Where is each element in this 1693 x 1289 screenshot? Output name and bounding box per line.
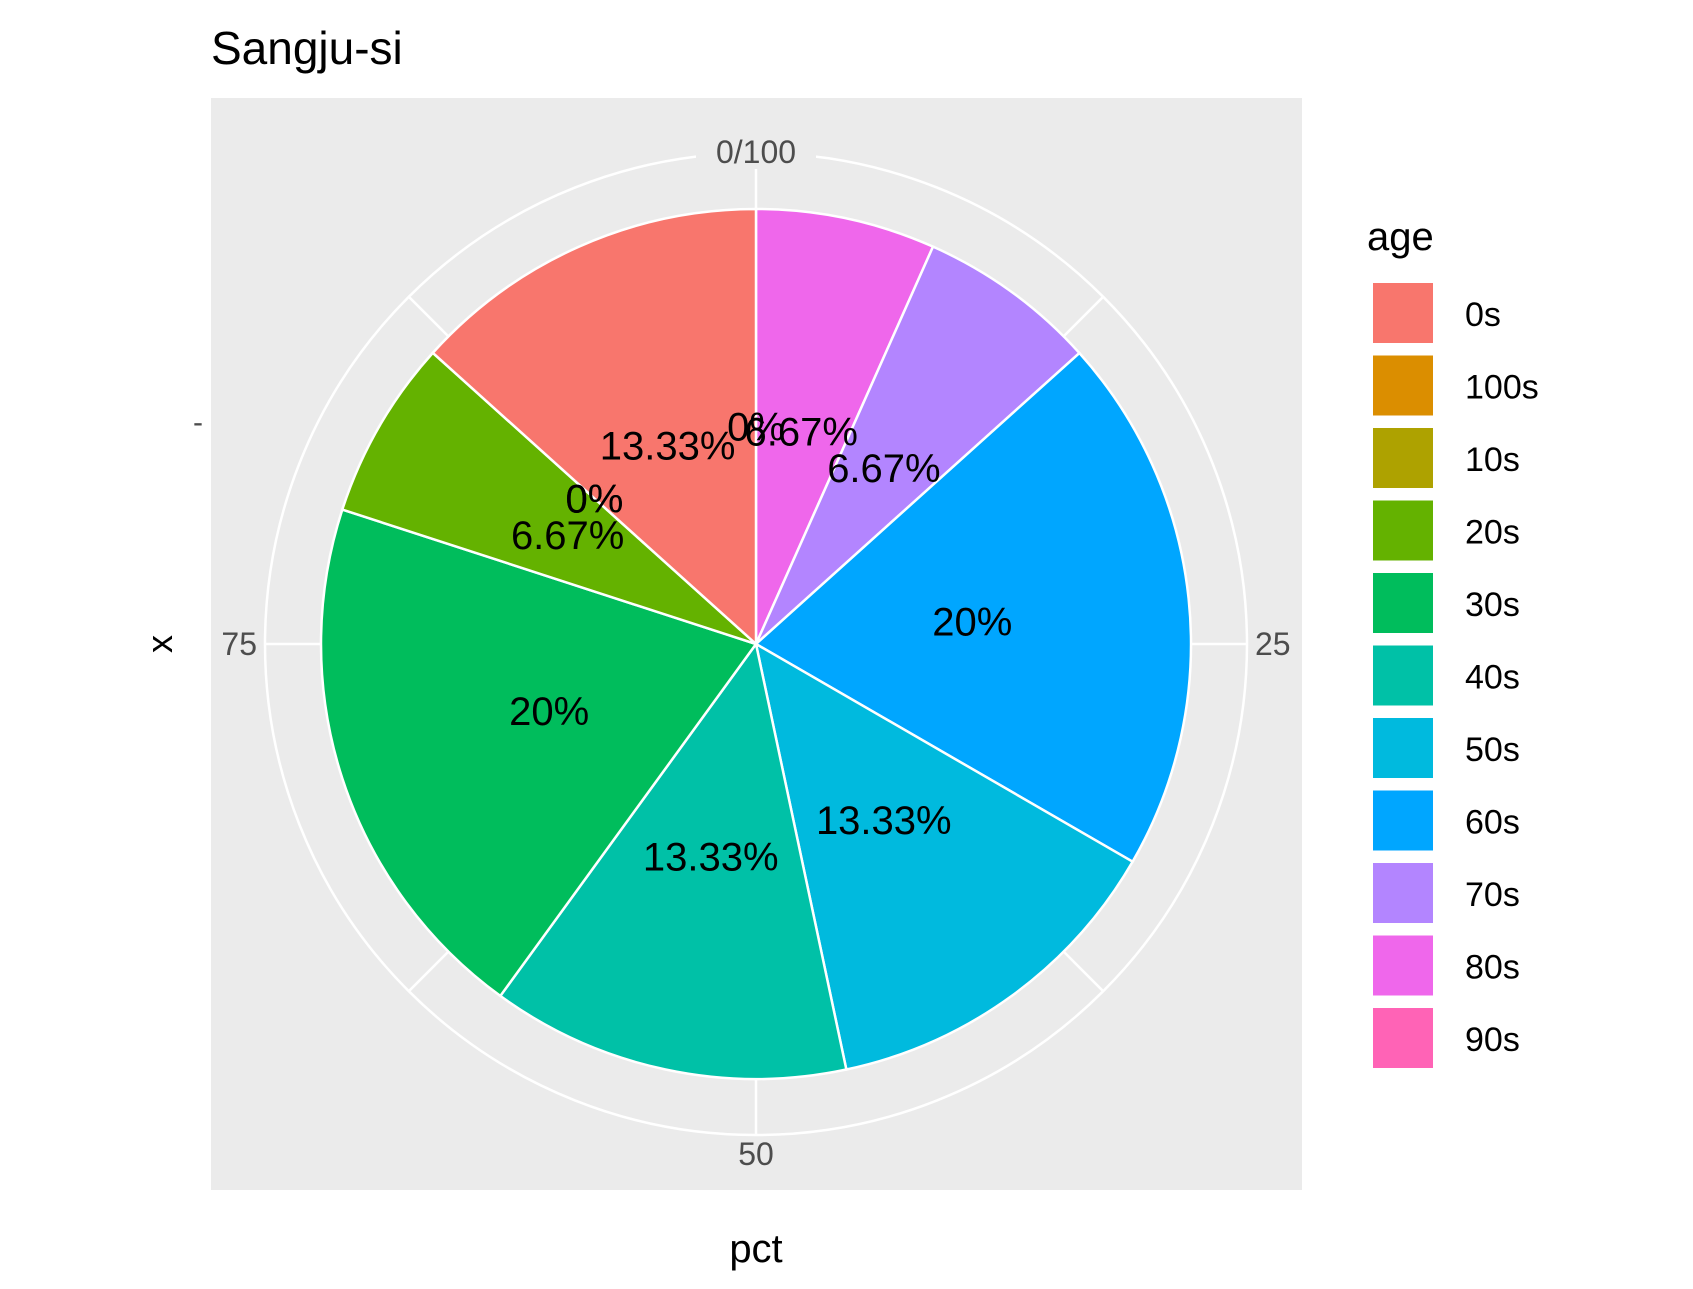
slice-50s [754,641,1135,1071]
legend-key-0s [1371,281,1435,345]
slice-label-100s: 0% [565,477,623,521]
slice-70s [754,244,1082,645]
slice-60s [753,351,1193,864]
slice-20s [340,351,757,646]
legend-key-50s [1371,716,1435,780]
slice-label-10s: 0% [565,477,623,521]
slice-label-90s: 0% [727,406,785,450]
legend-label-80s: 80s [1465,949,1520,987]
slice-label-0s: 13.33% [600,424,736,468]
legend: age 0s 100s 10s 20s 30s 40s 50s 60s 70s 80s 90s [1367,215,1539,1070]
legend-label-90s: 90s [1465,1021,1520,1059]
slice-30s [319,508,759,998]
legend-key-100s [1371,353,1435,418]
angle-tick-label: 50 [738,1136,774,1172]
legend-label-60s: 60s [1465,804,1520,842]
y-axis-tick-label: - [193,406,203,439]
legend-label-50s: 50s [1465,731,1520,769]
tick-label-backdrop [696,133,816,169]
slice-0s [431,207,758,647]
slices [319,207,1193,1081]
y-axis-label: x [139,635,180,653]
slice-label-80s: 6.67% [745,410,858,454]
legend-label-40s: 40s [1465,659,1520,697]
x-axis-label: pct [729,1227,782,1271]
angle-tick-label: 25 [1255,626,1291,662]
legend-key-80s [1371,933,1435,998]
angle-axis-ticks: 0/100 25 50 75 [221,133,1291,1172]
slice-label-40s: 13.33% [643,836,779,880]
legend-key-40s [1371,643,1435,708]
slice-label-50s: 13.33% [816,799,952,843]
slice-label-60s: 20% [932,600,1012,644]
slice-labels: 0%6.67%6.67%20%13.33%13.33%20%6.67%0%0%1… [509,406,1012,880]
slice-label-30s: 20% [509,690,589,734]
legend-key-70s [1371,861,1435,925]
legend-label-20s: 20s [1465,514,1520,552]
slice-80s [754,207,935,645]
legend-title: age [1367,215,1434,259]
legend-key-90s [1371,1006,1435,1070]
angle-tick-label: 75 [221,626,257,662]
slice-label-20s: 6.67% [511,514,624,558]
angle-tick-label: 0/100 [716,134,796,170]
legend-label-0s: 0s [1465,296,1501,334]
legend-key-20s [1371,498,1435,563]
legend-key-60s [1371,788,1435,853]
legend-label-70s: 70s [1465,876,1520,914]
legend-label-100s: 100s [1465,369,1539,407]
chart-title: Sangju-si [211,22,403,74]
legend-label-10s: 10s [1465,441,1520,479]
legend-key-10s [1371,426,1435,490]
legend-key-30s [1371,571,1435,635]
legend-label-30s: 30s [1465,586,1520,624]
slice-40s [498,640,848,1081]
slice-label-70s: 6.67% [827,447,940,491]
